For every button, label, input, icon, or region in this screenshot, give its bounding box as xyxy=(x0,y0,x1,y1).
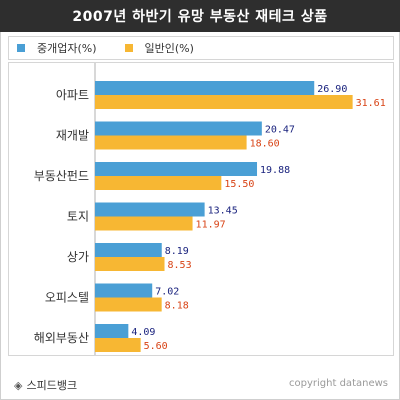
value-label-series2: 8.53 xyxy=(168,260,192,271)
bar-series2 xyxy=(95,95,353,109)
value-label-series2: 15.50 xyxy=(224,179,254,190)
bar-series1 xyxy=(95,243,162,257)
value-label-series1: 20.47 xyxy=(265,125,295,136)
category-label: 상가 xyxy=(67,250,89,264)
legend-swatch-series1 xyxy=(17,44,25,52)
legend-label-series2: 일반인(%) xyxy=(144,42,194,55)
bar-series2 xyxy=(95,257,165,271)
category-label: 해외부동산 xyxy=(34,331,89,345)
legend-item-series1: 중개업자(%) xyxy=(17,40,97,56)
value-label-series2: 11.97 xyxy=(196,220,226,231)
bar-series1 xyxy=(95,162,258,176)
legend-swatch-series2 xyxy=(124,44,133,52)
bar-chart: 아파트 26.90 31.61 재개발 20.47 18.60 부동산펀드 19.88 15.5… xyxy=(34,63,386,355)
plot-area: 아파트 26.90 31.61 재개발 20.47 18.60 부동산펀드 19.88 15.5… xyxy=(8,62,394,356)
value-label-series2: 31.61 xyxy=(356,98,386,109)
copyright-credit: copyright datanews xyxy=(289,378,388,389)
bar-series2 xyxy=(95,297,162,312)
legend: 중개업자(%) 일반인(%) xyxy=(8,36,394,60)
value-label-series1: 19.88 xyxy=(260,165,290,176)
value-label-series1: 7.02 xyxy=(155,287,179,298)
value-label-series1: 4.09 xyxy=(131,327,155,338)
bar-series1 xyxy=(95,202,205,217)
source: ◈ 스피드뱅크 xyxy=(14,377,77,393)
diamond-bullet-icon: ◈ xyxy=(14,378,23,392)
bar-series1 xyxy=(95,283,153,298)
value-label-series1: 26.90 xyxy=(317,84,347,95)
bar-series1 xyxy=(95,81,315,95)
bar-series2 xyxy=(95,135,247,150)
bar-series1 xyxy=(95,121,262,136)
value-label-series2: 5.60 xyxy=(144,341,168,352)
value-label-series1: 8.19 xyxy=(165,246,189,257)
category-label: 부동산펀드 xyxy=(34,169,89,183)
bar-series2 xyxy=(95,338,141,352)
value-label-series1: 13.45 xyxy=(208,206,238,217)
source-label: 스피드뱅크 xyxy=(26,379,78,392)
chart-title: 2007년 하반기 유망 부동산 재테크 상품 xyxy=(0,0,400,32)
category-label: 아파트 xyxy=(56,88,89,102)
value-label-series2: 18.60 xyxy=(250,139,280,150)
category-label: 재개발 xyxy=(56,129,89,143)
category-label: 토지 xyxy=(67,210,89,224)
value-label-series2: 8.18 xyxy=(165,301,189,312)
legend-label-series1: 중개업자(%) xyxy=(37,42,97,55)
bar-series1 xyxy=(95,324,129,338)
bar-series2 xyxy=(95,176,222,190)
legend-item-series2: 일반인(%) xyxy=(124,40,194,56)
bar-series2 xyxy=(95,216,193,231)
category-label: 오피스텔 xyxy=(45,291,89,305)
